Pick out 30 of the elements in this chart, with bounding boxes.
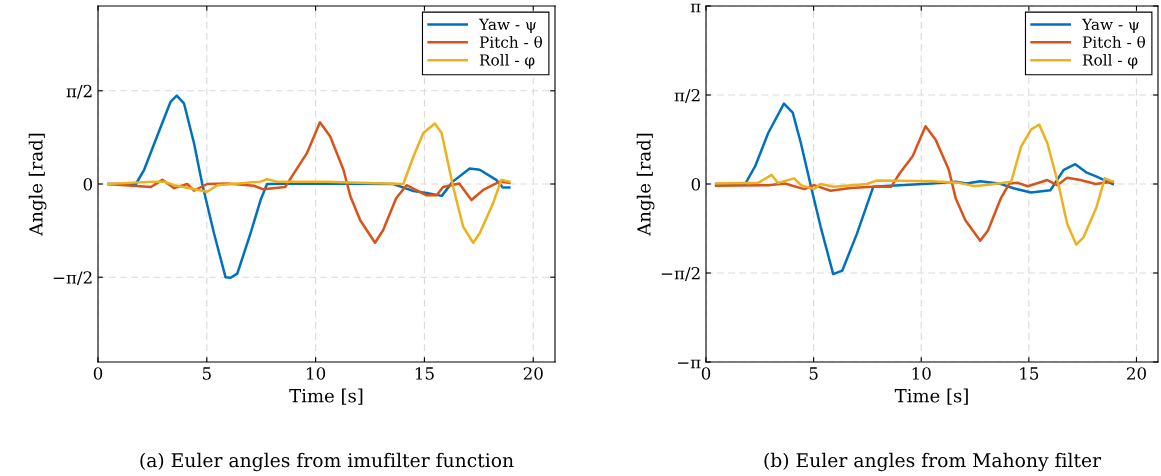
x-tick-label: 15	[415, 367, 434, 380]
y-tick-label: 0	[83, 177, 93, 191]
text: (a) Euler angles from imufilter function	[140, 452, 514, 472]
y-tick-label: −π/2	[53, 271, 92, 286]
legend-label: Yaw - ψ	[1081, 18, 1139, 34]
y-tick-label: 0	[691, 177, 701, 191]
x-axis-title: Time [s]	[894, 388, 968, 405]
legend-label: Pitch - θ	[479, 35, 542, 48]
x-tick-label: 0	[93, 367, 103, 380]
legend-label: Roll - φ	[1082, 53, 1138, 69]
legend-label: Roll - φ	[479, 53, 535, 69]
y-tick-label: π/2	[674, 88, 700, 103]
y-tick-label: π	[690, 3, 701, 13]
y-tick-label: π/2	[66, 84, 92, 99]
text: (b) Euler angles from Mahony filter	[764, 452, 1102, 472]
y-tick-label: −π/2	[661, 266, 700, 281]
x-tick-label: 15	[1020, 367, 1039, 380]
y-axis-title: Angle [rad]	[28, 133, 47, 236]
x-tick-label: 5	[809, 367, 818, 380]
y-axis-title: Angle [rad]	[636, 133, 655, 236]
legend-label: Pitch - θ	[1082, 35, 1145, 48]
y-tick-label: −π	[677, 359, 701, 369]
x-axis-title: Time [s]	[289, 388, 363, 405]
x-tick-label: 20	[1127, 367, 1146, 380]
x-tick-label: 0	[701, 367, 711, 380]
x-tick-label: 10	[912, 367, 931, 380]
x-tick-label: 20	[523, 367, 543, 380]
legend-label: Yaw - ψ	[478, 18, 536, 34]
x-tick-label: 10	[307, 367, 326, 380]
x-tick-label: 5	[202, 367, 211, 380]
